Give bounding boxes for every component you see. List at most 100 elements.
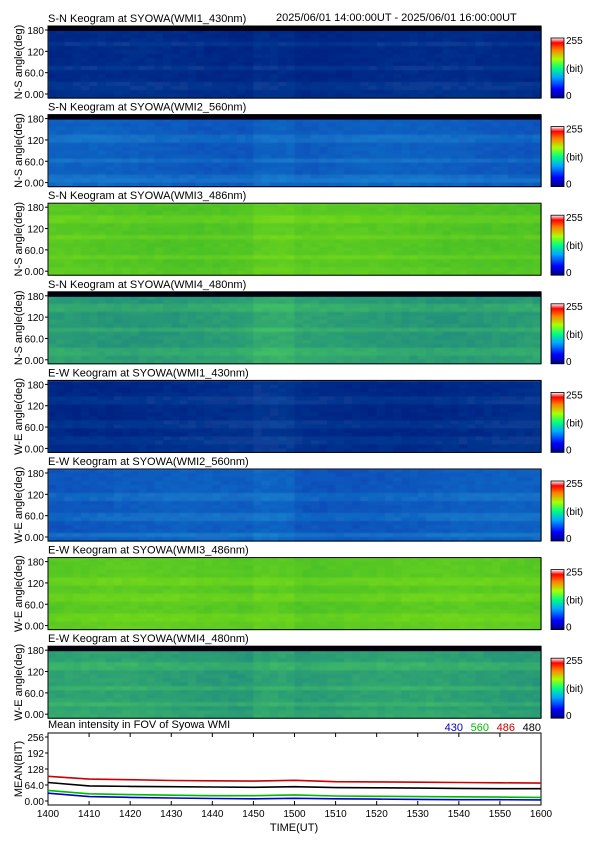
chart-title: Mean intensity in FOV of Syowa WMI bbox=[48, 719, 230, 731]
colorbar-unit: (bit) bbox=[566, 684, 583, 695]
colorbar-max: 255 bbox=[566, 302, 583, 313]
x-tick-label: 1530 bbox=[407, 809, 430, 820]
keogram-image bbox=[48, 26, 542, 99]
series-line-560 bbox=[47, 789, 542, 799]
y-tick-label: 0.00 bbox=[25, 622, 45, 633]
colorbar-min: 0 bbox=[566, 623, 572, 634]
keogram-panel: E-W Keogram at SYOWA(WMI4_480nm) W-E angl… bbox=[13, 633, 583, 722]
series-line-480 bbox=[47, 781, 541, 790]
y-tick-label: 0.00 bbox=[25, 797, 45, 808]
x-tick-label: 1600 bbox=[530, 809, 553, 820]
keogram-frame bbox=[47, 114, 542, 188]
colorbar-min: 0 bbox=[566, 445, 572, 456]
date-range: 2025/06/01 14:00:00UT - 2025/06/01 16:00… bbox=[276, 12, 517, 24]
y-tick-label: 64.0 bbox=[25, 781, 45, 792]
colorbar-min: 0 bbox=[566, 180, 572, 191]
panel-ylabel: W-E angle(deg) bbox=[13, 378, 25, 455]
panel-title: E-W Keogram at SYOWA(WMI1_430nm) bbox=[48, 367, 249, 379]
colorbar-unit: (bit) bbox=[566, 153, 583, 164]
y-tick-label: 120 bbox=[27, 47, 44, 58]
keogram-image bbox=[48, 469, 542, 542]
keogram-panel: S-N Keogram at SYOWA(WMI1_430nm) N-S angl… bbox=[13, 13, 583, 102]
colorbar-unit: (bit) bbox=[566, 241, 583, 252]
mean-intensity-chart: Mean intensity in FOV of Syowa WMI 48048… bbox=[13, 719, 553, 834]
y-tick-label: 0.00 bbox=[25, 533, 45, 544]
panel-title: S-N Keogram at SYOWA(WMI2_560nm) bbox=[48, 102, 246, 114]
x-tick-label: 1440 bbox=[201, 809, 224, 820]
series-line-430 bbox=[47, 792, 542, 801]
keogram-frame bbox=[47, 645, 542, 719]
keogram-image bbox=[48, 291, 542, 365]
chart-legend: 480 486 560 430 bbox=[445, 722, 541, 734]
panel-ylabel: N-S angle(deg) bbox=[13, 291, 25, 366]
keogram-panel: S-N Keogram at SYOWA(WMI3_486nm) N-S angl… bbox=[13, 190, 583, 279]
y-tick-label: 60.0 bbox=[25, 69, 45, 80]
colorbar-max: 255 bbox=[566, 213, 583, 224]
y-tick-label: 0.00 bbox=[25, 267, 45, 278]
keogram-image bbox=[48, 203, 542, 276]
keogram-panel: S-N Keogram at SYOWA(WMI2_560nm) N-S angl… bbox=[13, 102, 583, 191]
colorbar bbox=[550, 657, 565, 719]
y-tick-label: 120 bbox=[27, 402, 44, 413]
colorbar bbox=[550, 37, 565, 99]
chart-xlabel: TIME(UT) bbox=[270, 822, 318, 834]
colorbar bbox=[550, 126, 565, 187]
panel-ylabel: N-S angle(deg) bbox=[13, 113, 25, 188]
x-tick-label: 1420 bbox=[119, 809, 142, 820]
chart-plot-area bbox=[47, 732, 542, 806]
x-tick-label: 1510 bbox=[324, 809, 347, 820]
colorbar bbox=[550, 480, 565, 542]
colorbar-max: 255 bbox=[566, 656, 583, 667]
y-tick-label: 180 bbox=[27, 26, 44, 37]
chart-ylabel: MEAN(BIT) bbox=[13, 741, 25, 797]
keogram-panel: E-W Keogram at SYOWA(WMI2_560nm) W-E angl… bbox=[13, 456, 583, 545]
y-tick-label: 60.0 bbox=[25, 689, 45, 700]
y-tick-label: 60.0 bbox=[25, 157, 45, 168]
panel-title: S-N Keogram at SYOWA(WMI4_480nm) bbox=[48, 279, 246, 291]
y-tick-label: 180 bbox=[27, 292, 44, 303]
panel-title: S-N Keogram at SYOWA(WMI1_430nm) bbox=[48, 13, 246, 25]
panel-ylabel: W-E angle(deg) bbox=[13, 467, 25, 544]
panel-ylabel: W-E angle(deg) bbox=[13, 644, 25, 721]
colorbar-min: 0 bbox=[566, 711, 572, 722]
x-tick-label: 1550 bbox=[489, 809, 512, 820]
y-tick-label: 192 bbox=[27, 749, 44, 760]
keogram-frame bbox=[47, 291, 542, 365]
y-tick-label: 0.00 bbox=[25, 356, 45, 367]
colorbar-unit: (bit) bbox=[566, 418, 583, 429]
colorbar-unit: (bit) bbox=[566, 507, 583, 518]
x-tick-label: 1450 bbox=[242, 809, 265, 820]
x-tick-label: 1400 bbox=[37, 809, 60, 820]
y-tick-label: 60.0 bbox=[25, 246, 45, 257]
x-tick-label: 1540 bbox=[448, 809, 471, 820]
keogram-panels: S-N Keogram at SYOWA(WMI1_430nm) N-S angl… bbox=[13, 13, 583, 722]
keogram-panel: S-N Keogram at SYOWA(WMI4_480nm) N-S angl… bbox=[13, 279, 583, 368]
y-tick-label: 180 bbox=[27, 646, 44, 657]
colorbar-max: 255 bbox=[566, 36, 583, 47]
colorbar-unit: (bit) bbox=[566, 596, 583, 607]
panel-title: E-W Keogram at SYOWA(WMI2_560nm) bbox=[48, 456, 249, 468]
x-tick-label: 1430 bbox=[160, 809, 183, 820]
keogram-frame bbox=[47, 25, 542, 99]
y-tick-label: 120 bbox=[27, 313, 44, 324]
y-tick-label: 0.00 bbox=[25, 90, 45, 101]
y-tick-label: 180 bbox=[27, 469, 44, 480]
x-tick-label: 1520 bbox=[366, 809, 389, 820]
y-tick-label: 0.00 bbox=[25, 444, 45, 455]
y-tick-label: 60.0 bbox=[25, 512, 45, 523]
panel-title: E-W Keogram at SYOWA(WMI4_480nm) bbox=[48, 633, 249, 645]
colorbar-max: 255 bbox=[566, 568, 583, 579]
x-tick-label: 1500 bbox=[283, 809, 306, 820]
panel-title: S-N Keogram at SYOWA(WMI3_486nm) bbox=[48, 190, 246, 202]
keogram-frame bbox=[47, 202, 542, 276]
keogram-image bbox=[48, 646, 542, 719]
keogram-panel: E-W Keogram at SYOWA(WMI3_486nm) W-E angl… bbox=[13, 545, 583, 634]
y-tick-label: 120 bbox=[27, 490, 44, 501]
y-tick-label: 128 bbox=[27, 765, 44, 776]
y-tick-label: 180 bbox=[27, 380, 44, 391]
colorbar-min: 0 bbox=[566, 357, 572, 368]
y-tick-label: 120 bbox=[27, 136, 44, 147]
colorbar bbox=[550, 569, 565, 630]
legend-entry-480: 480 bbox=[523, 722, 541, 734]
